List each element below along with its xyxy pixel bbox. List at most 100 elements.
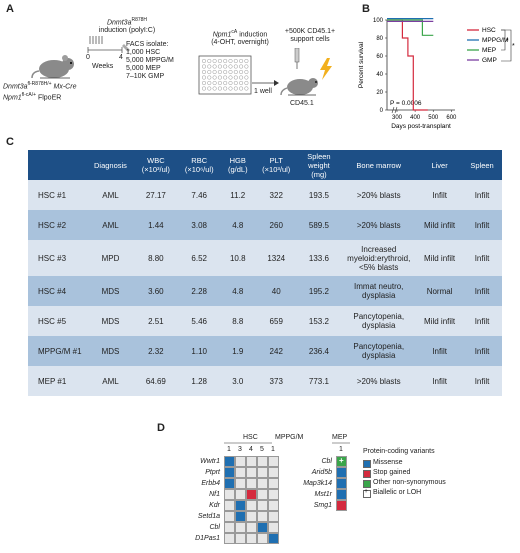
cell-rbc: 3.08: [177, 210, 221, 240]
mutation-cell: [268, 511, 279, 522]
induction1-text: induction (polyI:C): [98, 27, 156, 35]
plate-well: [217, 64, 222, 69]
plate-well: [244, 86, 249, 91]
plate-well: [212, 80, 217, 86]
facs-line-gmp: 7–10K GMP: [126, 73, 165, 80]
recipient-label: CD45.1: [290, 100, 314, 107]
cell-diagnosis: MDS: [87, 306, 134, 336]
mutation-cell: [268, 500, 279, 511]
cell-wbc: 1.44: [133, 210, 178, 240]
col-header-spleen-weight: Spleen weight (mg): [297, 150, 341, 180]
col-header-hgb: HGB (g/dL): [220, 150, 255, 180]
plate-well: [207, 80, 212, 86]
facs-title: FACS isolate:: [126, 41, 169, 48]
mutation-cell: [268, 522, 279, 533]
plate-well: [244, 64, 249, 69]
recipient-mouse-icon: [280, 78, 318, 96]
cell-liver: Mild infilt: [417, 306, 463, 336]
col-header-sample: [28, 150, 88, 180]
induction2-text: induction: [239, 31, 268, 39]
cell-plt: 322: [254, 180, 298, 210]
cell-diagnosis: AML: [87, 366, 134, 396]
cell-sample: HSC #2: [28, 210, 88, 240]
cell-hgb: 11.2: [220, 180, 255, 210]
plate-well: [233, 86, 238, 91]
facs-line-hsc: 1,000 HSC: [126, 49, 161, 56]
table-row: HSC #5 MDS 2.51 5.46 8.8 659 153.2 Pancytopenia…: [28, 306, 502, 336]
cell-spleen-weight: 193.5: [297, 180, 341, 210]
table-row: MEP #1 AML 64.69 1.28 3.0 373 773.1 >20% blasts…: [28, 366, 502, 396]
dnmt3a-allele: fl-R878H/+: [27, 81, 52, 87]
plate-well: [244, 80, 249, 86]
cell-liver: Infilt: [417, 180, 463, 210]
y-tick-label: 60: [376, 54, 383, 60]
cell-sample: MPPG/M #1: [28, 336, 88, 366]
mutation-cell: [235, 533, 246, 544]
table-row: MPPG/M #1 MDS 2.32 1.10 1.9 242 236.4 Pancytope…: [28, 336, 502, 366]
plate-well: [201, 80, 207, 86]
mutation-cell: [224, 478, 235, 489]
cell-diagnosis: MPD: [87, 240, 134, 276]
plate-well: [223, 58, 228, 64]
mutation-cell: [257, 500, 268, 511]
cell-liver: Infilt: [417, 366, 463, 396]
legend-swatch: [363, 460, 371, 468]
induction1-gene: Dnmt3a: [106, 19, 132, 27]
facs-line-mep: 5,000 MEP: [126, 65, 161, 72]
plate-well: [201, 69, 207, 75]
mutation-cell: [224, 500, 235, 511]
x-tick-label: 600: [446, 115, 457, 121]
plate-well: [239, 64, 244, 69]
plate-well: [217, 86, 222, 91]
cell-rbc: 5.46: [177, 306, 221, 336]
cell-plt: 242: [254, 336, 298, 366]
legend-label: Stop gained: [373, 469, 411, 476]
weeks-label: Weeks: [92, 63, 114, 70]
mutation-cell: [246, 533, 257, 544]
mutation-cell: [235, 489, 246, 500]
cell-wbc: 3.60: [133, 276, 178, 306]
plate-well: [217, 69, 222, 75]
y-tick-label: 0: [380, 108, 384, 114]
x-axis-label: Days post-transplant: [391, 123, 451, 130]
cell-spleen-weight: 153.2: [297, 306, 341, 336]
plate-well: [212, 75, 217, 80]
plate-well: [228, 58, 233, 64]
cell-diagnosis: MDS: [87, 276, 134, 306]
timeline-icon: [87, 36, 130, 53]
induction1-label: Dnmt3aR878H induction (polyI:C): [82, 16, 172, 35]
week-start: 0: [86, 54, 90, 61]
mutation-cell: [235, 456, 246, 467]
biallelic-mark: +: [339, 456, 344, 465]
induction2-label: Npm1cA induction (4-OHT, overnight): [200, 28, 280, 47]
plate-well: [228, 69, 233, 75]
cell-diagnosis: AML: [87, 180, 134, 210]
x-tick-label: 500: [428, 115, 439, 121]
panel-label-d: D: [157, 422, 165, 434]
mutation-cell: +: [336, 456, 347, 467]
x-tick-label: 300: [392, 115, 403, 121]
legend-label: HSC: [482, 27, 496, 34]
column-number: 3: [238, 446, 242, 453]
y-axis-label: Percent survival: [358, 41, 365, 88]
gene-label: Mst1r: [314, 491, 333, 498]
col-header-rbc: RBC (×10⁶/ul): [177, 150, 221, 180]
cell-hgb: 10.8: [220, 240, 255, 276]
cell-wbc: 2.32: [133, 336, 178, 366]
plate-well: [228, 64, 233, 69]
plate-well: [207, 86, 212, 91]
mutation-cell: [224, 489, 235, 500]
cell-spleen-weight: 195.2: [297, 276, 341, 306]
table-row: HSC #1 AML 27.17 7.46 11.2 322 193.5 >20% blast…: [28, 180, 502, 210]
week-end: 4: [119, 54, 123, 61]
mutation-cell: [246, 467, 257, 478]
mutation-cell: [235, 522, 246, 533]
donor-mouse-icon: [31, 55, 74, 79]
plate-well: [228, 75, 233, 80]
mutation-cell: [224, 511, 235, 522]
cell-bone-marrow: Pancytopenia, dysplasia: [340, 336, 418, 366]
cell-spleen: Infilt: [462, 276, 502, 306]
axis-break: [391, 106, 398, 114]
lightning-icon: [320, 58, 332, 80]
cell-liver: Mild infilt: [417, 240, 463, 276]
